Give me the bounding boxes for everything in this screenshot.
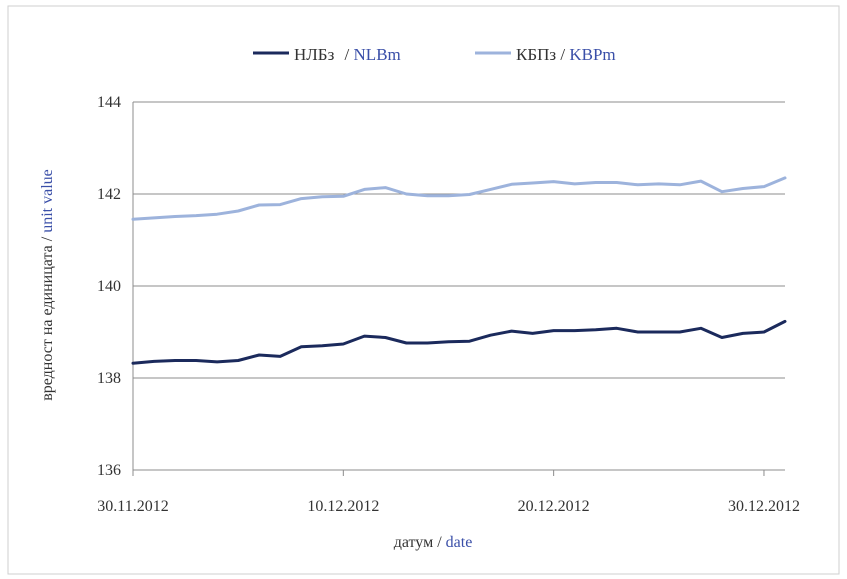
legend-kbp-bg: КБПз — [516, 45, 556, 64]
legend-nlb-en: NLBm — [354, 45, 401, 64]
legend-nlb-bg: НЛБз — [294, 45, 335, 64]
legend-label-kbp: КБПз / KBPm — [516, 45, 616, 64]
x-axis-label-bg: датум / — [394, 534, 446, 551]
y-tick-label: 144 — [97, 94, 121, 111]
legend-label-nlb: НЛБз / NLBm — [294, 45, 401, 64]
series-line-kbp — [131, 176, 787, 221]
legend-nlb-sep: / — [340, 45, 353, 64]
x-tick-label: 10.12.2012 — [307, 498, 379, 515]
y-tick-label: 142 — [97, 186, 121, 203]
legend-kbp-en: KBPm — [569, 45, 615, 64]
x-axis-label-en: date — [446, 534, 473, 551]
x-tick-label: 30.12.2012 — [728, 498, 800, 515]
x-tick-label: 20.12.2012 — [518, 498, 590, 515]
x-tick-labels: 30.11.2012 10.12.2012 20.12.2012 30.12.2012 — [97, 498, 800, 515]
y-axis-label: вредност на единицата / unit value — [39, 169, 56, 401]
x-axis-label: датум / date — [394, 534, 473, 551]
y-axis-label-bg: вредност на единицата / — [39, 233, 56, 401]
y-axis-label-en: unit value — [39, 169, 56, 233]
y-tick-label: 140 — [97, 278, 121, 295]
series-line-nlb — [131, 319, 787, 365]
x-tick-label: 30.11.2012 — [97, 498, 168, 515]
chart-border — [7, 5, 840, 575]
y-tick-label: 138 — [97, 370, 121, 387]
series-lines — [131, 176, 787, 365]
gridlines — [132, 101, 785, 476]
y-tick-label: 136 — [97, 462, 121, 479]
y-tick-labels: 136 138 140 142 144 — [97, 94, 121, 479]
legend: НЛБз / NLBm КБПз / KBPm — [253, 45, 616, 64]
legend-kbp-sep: / — [556, 45, 569, 64]
